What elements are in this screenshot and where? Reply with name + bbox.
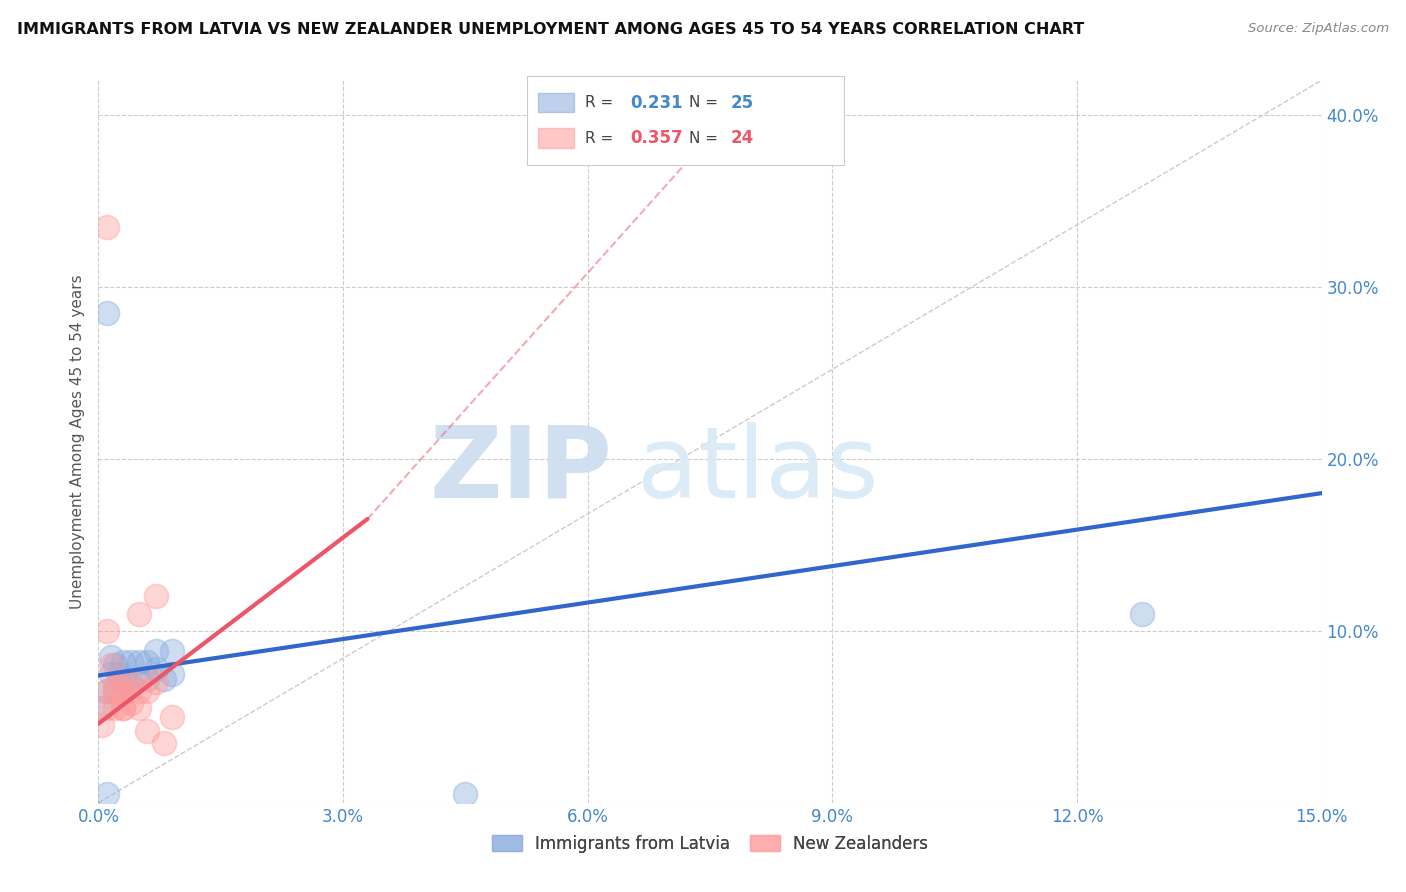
Y-axis label: Unemployment Among Ages 45 to 54 years: Unemployment Among Ages 45 to 54 years — [69, 274, 84, 609]
Point — [104, 684, 127, 698]
Point — [111, 672, 134, 686]
Text: R =: R = — [585, 95, 619, 110]
Text: IMMIGRANTS FROM LATVIA VS NEW ZEALANDER UNEMPLOYMENT AMONG AGES 45 TO 54 YEARS C: IMMIGRANTS FROM LATVIA VS NEW ZEALANDER … — [17, 22, 1084, 37]
Point — [111, 701, 134, 715]
Point — [111, 675, 134, 690]
Point — [104, 679, 127, 693]
Point — [120, 679, 142, 693]
Point — [111, 684, 134, 698]
Point — [128, 684, 150, 698]
Point — [136, 672, 159, 686]
Point — [96, 787, 118, 801]
Point — [91, 718, 114, 732]
Point — [120, 696, 142, 710]
Point — [111, 655, 134, 669]
Legend: Immigrants from Latvia, New Zealanders: Immigrants from Latvia, New Zealanders — [485, 828, 935, 860]
Text: R =: R = — [585, 131, 619, 145]
Point — [160, 710, 183, 724]
Point — [100, 658, 122, 673]
Point — [96, 305, 118, 319]
Point — [576, 99, 599, 113]
Text: 0.231: 0.231 — [630, 94, 682, 112]
Point — [104, 658, 127, 673]
Point — [120, 675, 142, 690]
Point — [136, 655, 159, 669]
Point — [1130, 607, 1153, 621]
Point — [108, 666, 131, 681]
Point — [111, 701, 134, 715]
Point — [128, 701, 150, 715]
Point — [96, 624, 118, 638]
Point — [454, 787, 477, 801]
Point — [104, 701, 127, 715]
Point — [96, 701, 118, 715]
Text: 25: 25 — [731, 94, 754, 112]
Point — [128, 672, 150, 686]
Point — [145, 644, 167, 658]
Point — [145, 675, 167, 690]
Point — [160, 644, 183, 658]
Point — [100, 666, 122, 681]
Point — [96, 219, 118, 234]
Text: N =: N = — [689, 95, 723, 110]
Point — [152, 672, 174, 686]
Text: atlas: atlas — [637, 422, 879, 519]
Point — [120, 655, 142, 669]
Point — [104, 684, 127, 698]
Text: 24: 24 — [731, 129, 755, 147]
Text: 0.357: 0.357 — [630, 129, 682, 147]
Text: Source: ZipAtlas.com: Source: ZipAtlas.com — [1249, 22, 1389, 36]
Point — [96, 684, 118, 698]
Point — [152, 735, 174, 749]
Point — [160, 666, 183, 681]
Text: N =: N = — [689, 131, 723, 145]
Point — [136, 684, 159, 698]
Point — [96, 684, 118, 698]
Point — [128, 607, 150, 621]
Point — [136, 723, 159, 738]
Point — [100, 649, 122, 664]
Point — [128, 655, 150, 669]
Text: ZIP: ZIP — [429, 422, 612, 519]
Point — [91, 701, 114, 715]
Point — [145, 590, 167, 604]
Point — [145, 662, 167, 676]
